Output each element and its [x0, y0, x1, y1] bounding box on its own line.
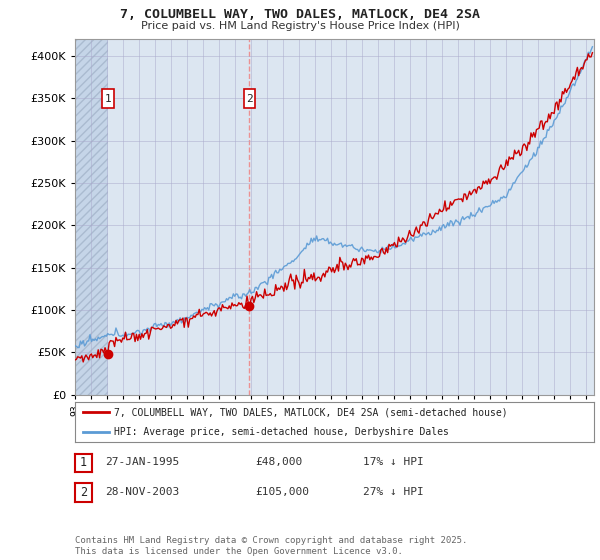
- Text: £105,000: £105,000: [255, 487, 309, 497]
- Text: Contains HM Land Registry data © Crown copyright and database right 2025.
This d: Contains HM Land Registry data © Crown c…: [75, 536, 467, 556]
- Text: 2: 2: [246, 94, 253, 104]
- Text: £48,000: £48,000: [255, 457, 302, 467]
- Text: 7, COLUMBELL WAY, TWO DALES, MATLOCK, DE4 2SA: 7, COLUMBELL WAY, TWO DALES, MATLOCK, DE…: [120, 8, 480, 21]
- Text: 27-JAN-1995: 27-JAN-1995: [105, 457, 179, 467]
- FancyBboxPatch shape: [244, 90, 255, 108]
- Text: 28-NOV-2003: 28-NOV-2003: [105, 487, 179, 497]
- Text: 7, COLUMBELL WAY, TWO DALES, MATLOCK, DE4 2SA (semi-detached house): 7, COLUMBELL WAY, TWO DALES, MATLOCK, DE…: [114, 407, 508, 417]
- FancyBboxPatch shape: [103, 90, 113, 108]
- Text: 1: 1: [104, 94, 112, 104]
- Text: 1: 1: [80, 456, 87, 469]
- Text: 2: 2: [80, 486, 87, 499]
- Text: 27% ↓ HPI: 27% ↓ HPI: [363, 487, 424, 497]
- Text: Price paid vs. HM Land Registry's House Price Index (HPI): Price paid vs. HM Land Registry's House …: [140, 21, 460, 31]
- Text: 17% ↓ HPI: 17% ↓ HPI: [363, 457, 424, 467]
- Text: HPI: Average price, semi-detached house, Derbyshire Dales: HPI: Average price, semi-detached house,…: [114, 427, 449, 437]
